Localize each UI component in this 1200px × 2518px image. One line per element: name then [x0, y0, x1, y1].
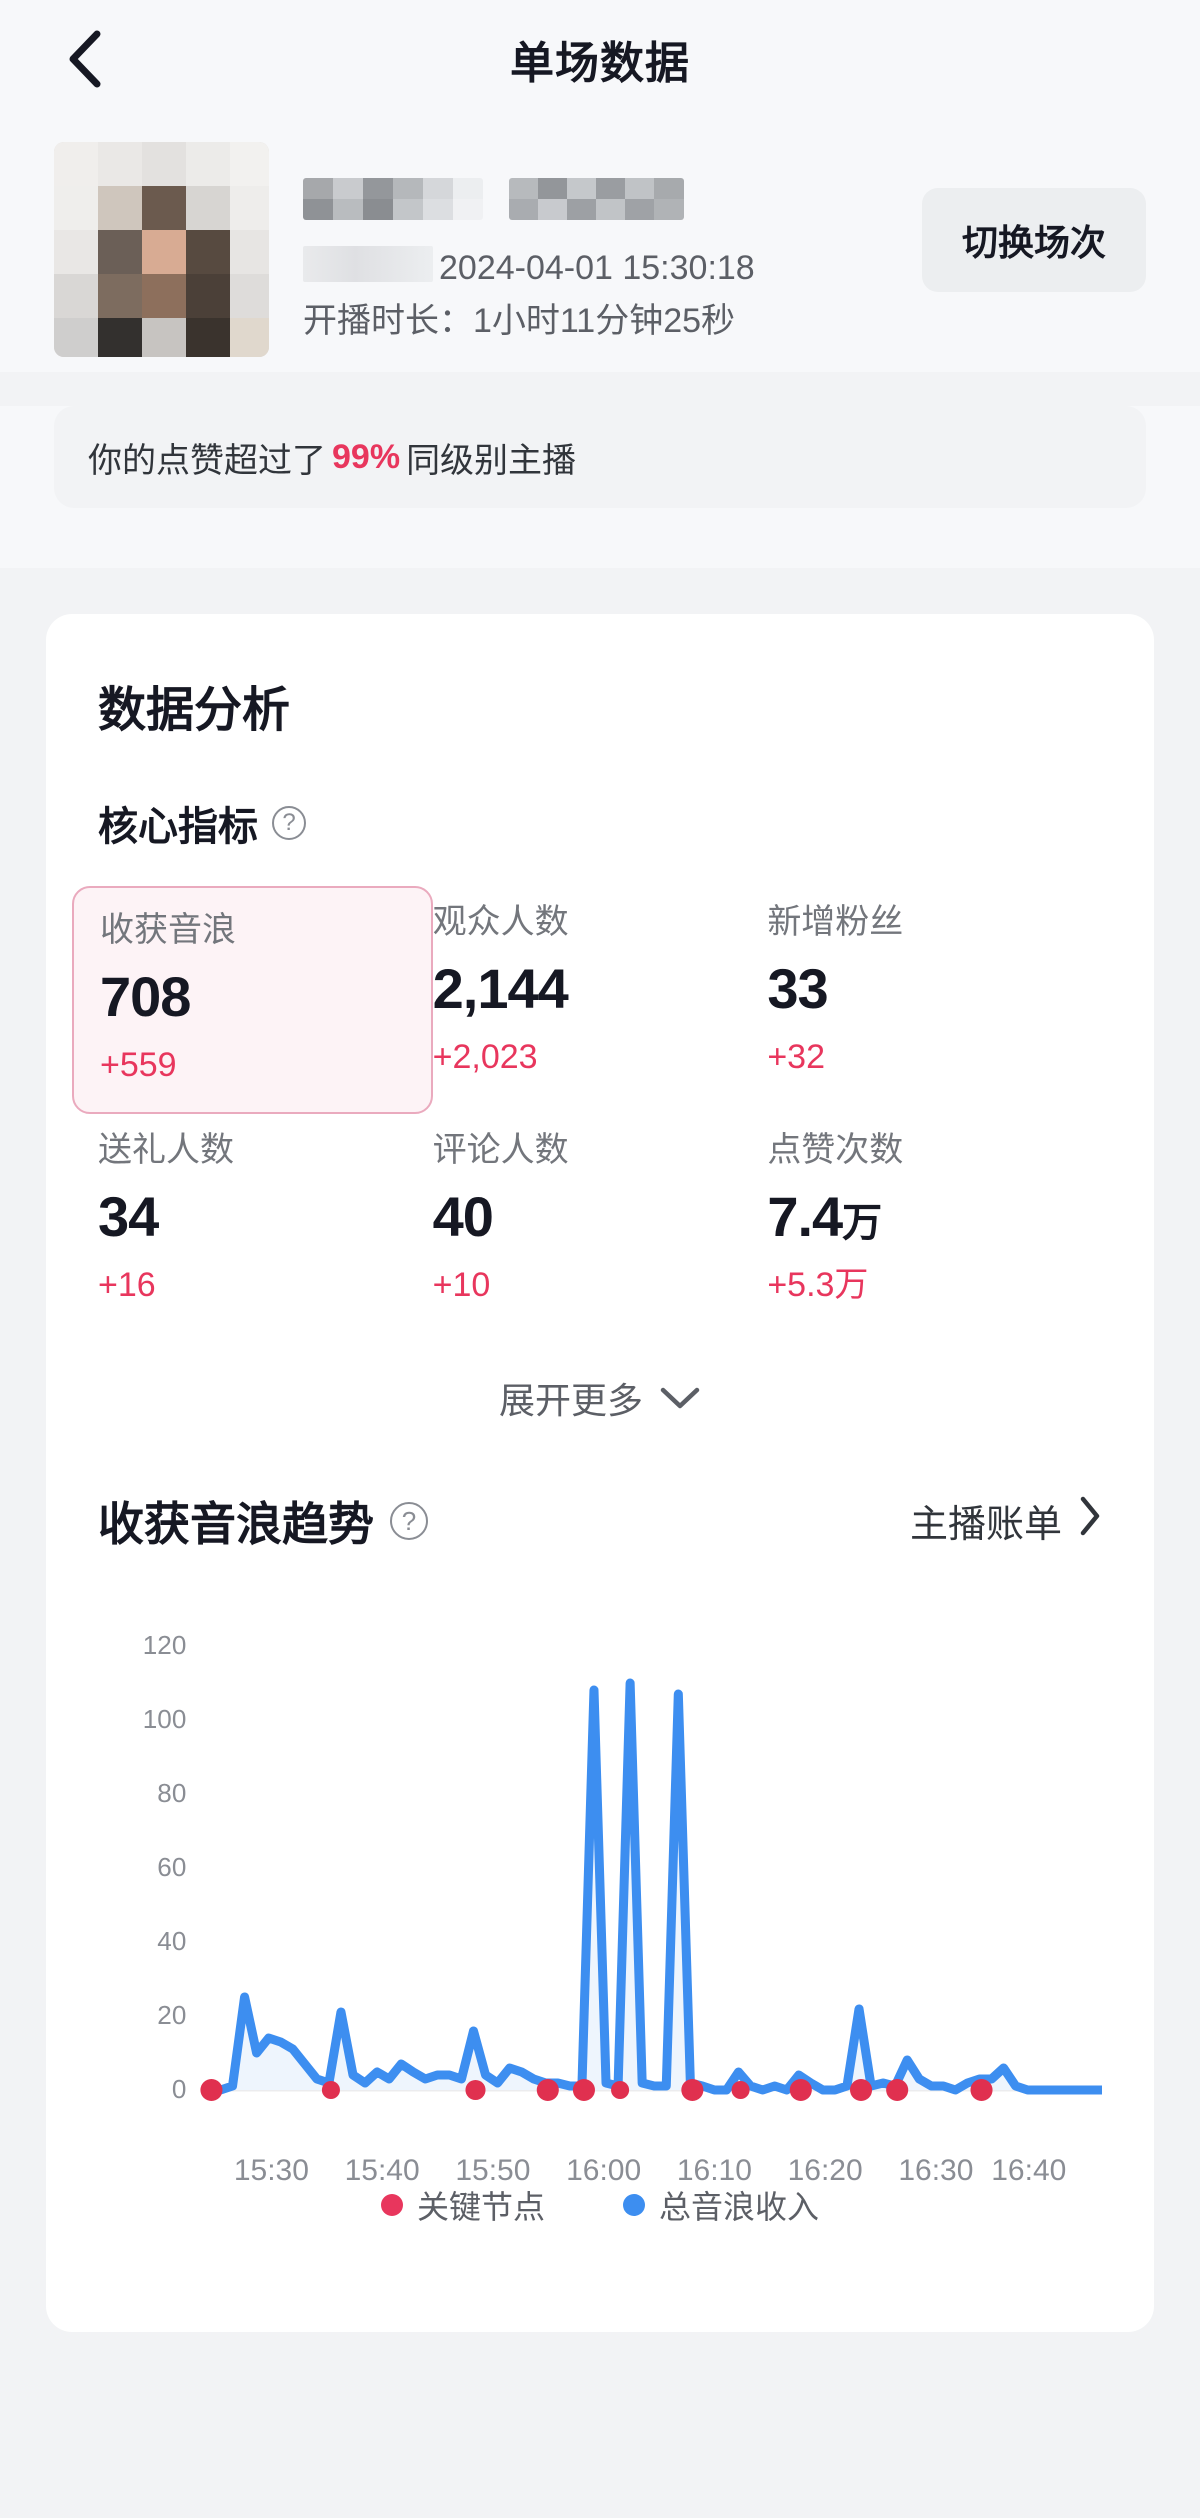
- anchor-bill-label: 主播账单: [909, 1504, 1062, 1547]
- metric-label: 送礼人数: [98, 1130, 234, 1169]
- anchor-bill-link[interactable]: 主播账单: [910, 1493, 1102, 1548]
- metric-value: 2,144: [432, 956, 569, 1020]
- yinlang-trend-chart[interactable]: 120 100 80 60 40 20 0: [98, 1616, 1102, 2187]
- expand-more-button[interactable]: 展开更多: [98, 1354, 1102, 1442]
- chart-legend: 关键节点 总音浪收入: [98, 2182, 1102, 2228]
- metric-card-gifters[interactable]: 送礼人数 34 +16: [98, 1114, 433, 1332]
- app-header: 单场数据: [0, 0, 1200, 118]
- metric-card-viewers[interactable]: 观众人数 2,144 +2,023: [433, 886, 768, 1114]
- metric-delta: +32: [767, 1038, 825, 1077]
- duration-row: 开播时长：1小时11分钟25秒: [303, 295, 1146, 348]
- metric-value: 40: [432, 1184, 494, 1248]
- like-banner-section: 你的点赞超过了 99% 同级别主播: [0, 406, 1200, 508]
- like-banner-prefix: 你的点赞超过了: [88, 441, 326, 480]
- metric-label: 收获音浪: [100, 911, 236, 949]
- badge-redacted: [509, 178, 684, 220]
- broadcast-time-row: 播时间：2024-04-01 15:30:18: [303, 242, 1146, 295]
- question-circle-icon[interactable]: ?: [390, 1501, 428, 1540]
- like-banner-percent: 99%: [332, 437, 401, 476]
- chart-key-node-markers: [200, 2078, 993, 2101]
- metric-card-yinlang[interactable]: 收获音浪 708 +559: [72, 886, 433, 1114]
- metric-delta: +16: [98, 1266, 156, 1305]
- metrics-row-2: 送礼人数 34 +16 评论人数 40 +10 点赞次数 7.4万 +5.3万: [98, 1114, 1102, 1332]
- time-label-redaction: [303, 246, 433, 282]
- metric-delta: +5.3万: [767, 1266, 869, 1305]
- profile-meta: 播时间：2024-04-01 15:30:18 开播时长：1小时11分钟25秒: [303, 142, 1146, 347]
- chart-y-axis: 120 100 80 60 40 20 0: [143, 1630, 187, 2104]
- card-bottom-spacer: [98, 2228, 1102, 2288]
- legend-item-total-yinlang[interactable]: 总音浪收入: [623, 2182, 819, 2228]
- x-tick: 15:30: [233, 2153, 309, 2187]
- x-tick: 16:40: [991, 2153, 1067, 2187]
- like-banner: 你的点赞超过了 99% 同级别主播: [54, 406, 1146, 508]
- metric-value: 7.4万: [767, 1184, 882, 1248]
- page-title: 单场数据: [510, 39, 690, 88]
- x-tick: 16:10: [676, 2153, 752, 2187]
- legend-dot-red-icon: [380, 2193, 403, 2216]
- switch-session-button[interactable]: 切换场次: [921, 188, 1146, 292]
- chart-x-axis: 15:30 15:40 15:50 16:00 16:10 16:20 16:3…: [98, 2154, 1102, 2188]
- chart-line-series: [203, 1678, 1102, 2095]
- metric-label: 评论人数: [432, 1130, 569, 1169]
- metric-delta: +2,023: [432, 1038, 538, 1077]
- expand-more-label: 展开更多: [498, 1379, 643, 1421]
- metric-value: 34: [98, 1184, 159, 1248]
- chevron-right-icon: [1078, 1495, 1102, 1547]
- metric-value: 33: [767, 956, 828, 1020]
- svg-text:120: 120: [143, 1630, 187, 1660]
- legend-dot-blue-icon: [623, 2193, 645, 2216]
- duration-value: 1小时11分钟25秒: [473, 301, 736, 340]
- trend-header: 收获音浪趋势 ? 主播账单: [98, 1488, 1102, 1554]
- metric-card-commenters[interactable]: 评论人数 40 +10: [433, 1114, 768, 1332]
- svg-text:100: 100: [143, 1704, 187, 1734]
- x-tick: 16:30: [898, 2153, 974, 2187]
- trend-title: 收获音浪趋势: [98, 1497, 374, 1550]
- legend-label: 关键节点: [416, 2188, 545, 2225]
- svg-text:20: 20: [157, 2000, 186, 2030]
- metric-card-new-fans[interactable]: 新增粉丝 33 +32: [767, 886, 1102, 1114]
- like-banner-suffix: 同级别主播: [406, 441, 577, 480]
- analysis-title: 数据分析: [98, 684, 291, 737]
- core-metrics-header: 核心指标 ?: [98, 794, 1102, 852]
- metric-card-likes[interactable]: 点赞次数 7.4万 +5.3万: [767, 1114, 1102, 1332]
- nickname-redacted: [303, 178, 483, 220]
- metric-delta: +10: [432, 1266, 491, 1305]
- metric-delta: +559: [100, 1046, 177, 1085]
- svg-text:80: 80: [157, 1778, 186, 1808]
- metric-value: 708: [100, 964, 191, 1028]
- metric-label: 新增粉丝: [767, 903, 904, 941]
- question-circle-icon[interactable]: ?: [272, 806, 306, 840]
- section-gap: [0, 568, 1200, 614]
- header-bottom-spacer: [0, 508, 1200, 568]
- chart-canvas: 120 100 80 60 40 20 0: [143, 1630, 1102, 2104]
- broadcast-time-value: 2024-04-01 15:30:18: [439, 249, 755, 287]
- profile-section: 播时间：2024-04-01 15:30:18 开播时长：1小时11分钟25秒 …: [0, 118, 1200, 372]
- x-tick: 15:40: [344, 2153, 420, 2187]
- back-button[interactable]: [54, 28, 116, 90]
- metrics-grid: 收获音浪 708 +559 观众人数 2,144 +2,023 新增粉丝 33 …: [72, 886, 1102, 1332]
- svg-text:60: 60: [157, 1852, 186, 1882]
- analysis-card: 数据分析 核心指标 ? 收获音浪 708 +559 观众人数 2,144 +2,…: [46, 614, 1154, 2332]
- chevron-left-icon: [65, 28, 105, 90]
- core-metrics-label: 核心指标: [98, 805, 258, 849]
- x-tick: 15:50: [455, 2153, 531, 2187]
- metric-label: 观众人数: [432, 903, 569, 941]
- legend-label: 总音浪收入: [659, 2188, 820, 2225]
- svg-text:40: 40: [157, 1926, 186, 1956]
- x-tick: 16:20: [787, 2153, 863, 2187]
- avatar: [54, 142, 269, 357]
- svg-text:0: 0: [172, 2074, 187, 2104]
- legend-item-key-nodes[interactable]: 关键节点: [380, 2182, 545, 2228]
- duration-label: 开播时长：: [303, 301, 473, 340]
- x-tick: 16:00: [566, 2153, 642, 2187]
- chevron-down-icon: [659, 1385, 701, 1411]
- metric-label: 点赞次数: [767, 1130, 904, 1169]
- metrics-row-1: 收获音浪 708 +559 观众人数 2,144 +2,023 新增粉丝 33 …: [72, 886, 1102, 1114]
- nickname-row: [303, 178, 1146, 220]
